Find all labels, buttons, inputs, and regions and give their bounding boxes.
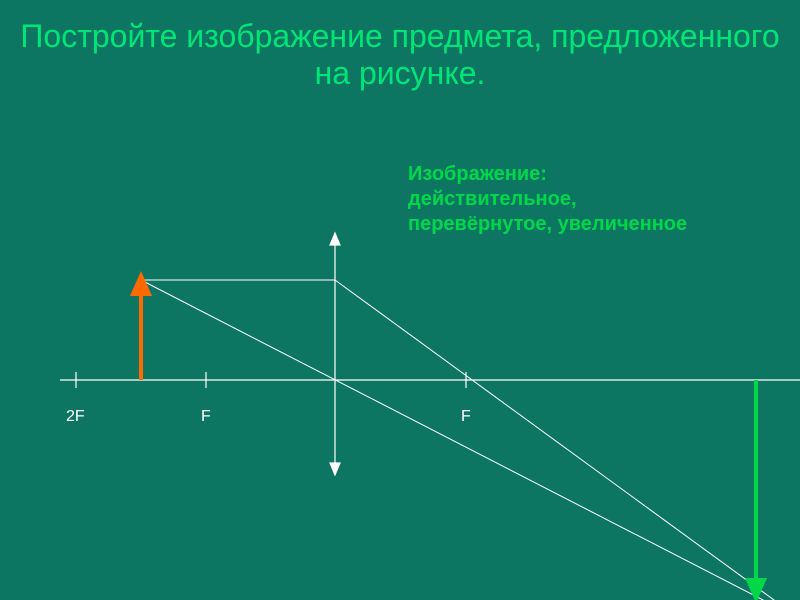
image-arrow <box>748 380 764 598</box>
ray-through-center <box>141 280 800 600</box>
label-f-left: F <box>201 408 211 426</box>
label-2f: 2F <box>66 408 85 426</box>
slide: { "title": "Постройте изображение предме… <box>0 0 800 600</box>
label-f-right: F <box>461 408 471 426</box>
ray-through-focus <box>335 280 800 600</box>
optics-diagram <box>0 0 800 600</box>
rays <box>141 280 800 600</box>
lens-line <box>330 233 340 475</box>
object-arrow <box>133 276 149 380</box>
